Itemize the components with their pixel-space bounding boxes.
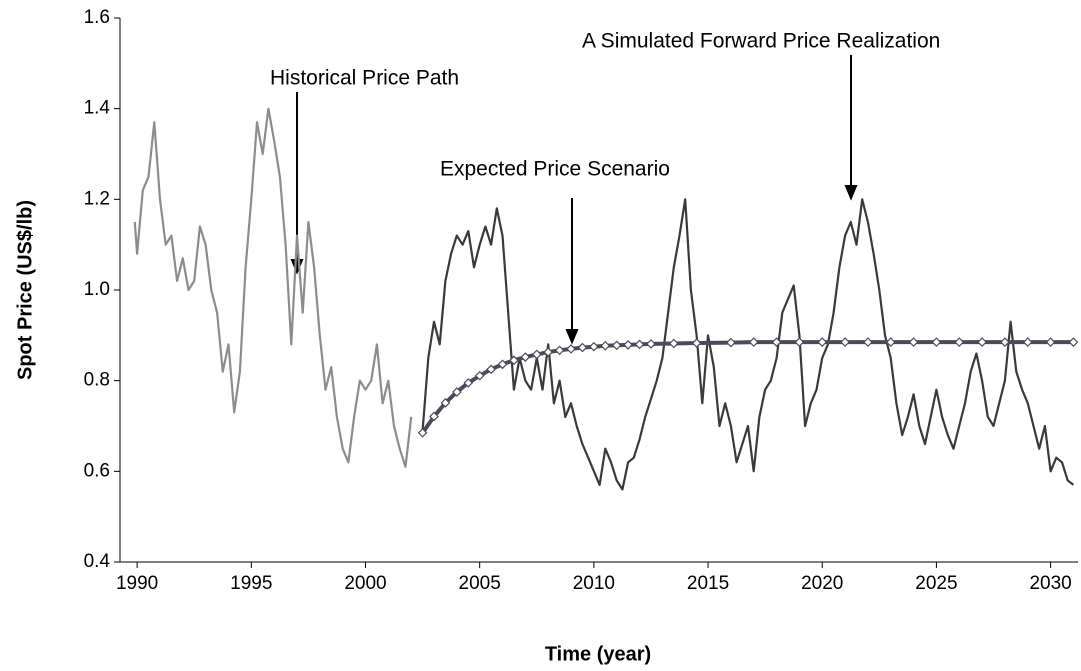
arrow-head <box>565 329 579 345</box>
x-tick-label: 2030 <box>1029 573 1071 594</box>
x-tick-label: 2020 <box>801 573 843 594</box>
series-marker <box>1022 337 1033 347</box>
x-tick-label: 2010 <box>573 573 615 594</box>
series-marker <box>543 347 554 357</box>
annotation: Historical Price Path <box>270 67 459 90</box>
y-tick-label: 0.4 <box>84 551 111 572</box>
series-marker <box>600 340 611 351</box>
series-marker <box>817 337 828 347</box>
series-marker <box>646 339 656 349</box>
series-marker <box>577 342 588 353</box>
y-axis-title: Spot Price (US$/lb) <box>14 200 36 380</box>
series-marker <box>863 337 873 347</box>
x-tick-label: 1995 <box>230 573 272 594</box>
x-tick-label: 2005 <box>459 573 501 594</box>
series-marker <box>417 427 428 438</box>
series-marker <box>1045 337 1056 347</box>
y-tick-label: 1.0 <box>84 279 110 300</box>
series-line <box>421 198 1075 491</box>
series-marker <box>440 398 451 408</box>
series-marker <box>668 338 679 349</box>
annotation-arrows <box>290 55 858 345</box>
series-marker <box>691 338 702 348</box>
series-marker <box>623 340 633 350</box>
y-tick-label: 0.8 <box>84 370 110 391</box>
series-marker <box>497 359 508 370</box>
series-marker <box>611 340 622 351</box>
series-marker <box>429 411 439 422</box>
series-marker <box>531 349 542 360</box>
series-marker <box>509 355 519 366</box>
y-tick-label: 0.6 <box>84 460 110 481</box>
x-tick-label: 1990 <box>116 573 158 594</box>
series-marker <box>451 387 462 397</box>
annotation: A Simulated Forward Price Realization <box>582 30 940 53</box>
series-marker <box>726 337 736 348</box>
y-tick-label: 1.2 <box>84 188 110 209</box>
series-marker <box>954 337 965 347</box>
arrow-head <box>844 185 858 201</box>
x-tick-label: 2025 <box>915 573 957 594</box>
y-tick-label: 1.4 <box>84 98 111 119</box>
series-marker <box>908 337 919 347</box>
series-marker <box>634 339 645 350</box>
series-marker <box>566 344 576 354</box>
x-tick-label: 2015 <box>687 573 729 594</box>
x-tick-label: 2000 <box>344 573 386 594</box>
series-marker <box>748 337 759 347</box>
series-marker <box>977 337 987 347</box>
series-marker <box>1068 337 1079 347</box>
series-marker <box>474 370 485 381</box>
series-marker <box>589 341 599 352</box>
x-axis-title: Time (year) <box>545 643 651 665</box>
series-marker <box>463 378 474 388</box>
series-marker <box>1000 337 1010 347</box>
series-marker <box>885 337 896 347</box>
series-marker <box>486 364 496 375</box>
series-line <box>133 107 413 468</box>
series-marker <box>840 337 850 347</box>
y-tick-label: 1.6 <box>84 7 110 28</box>
series-marker <box>931 337 942 347</box>
series-marker <box>554 345 565 356</box>
annotation: Expected Price Scenario <box>440 158 670 181</box>
series-marker <box>794 337 805 347</box>
series-marker <box>520 352 531 362</box>
series-marker <box>771 337 782 347</box>
